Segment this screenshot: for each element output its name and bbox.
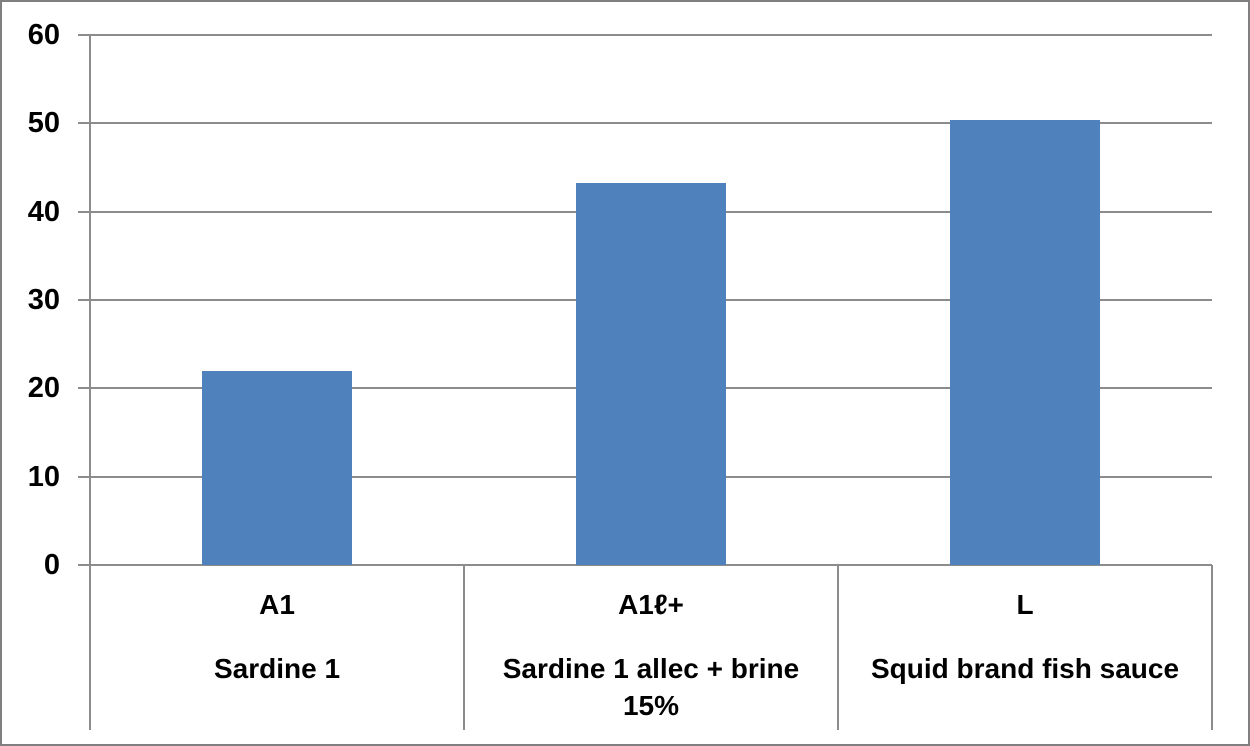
y-axis-tick-label: 0 [43, 549, 60, 581]
y-axis-tick [78, 475, 90, 478]
category-code-label: A1ℓ+ [618, 589, 684, 620]
y-axis-tick [78, 34, 90, 36]
category-name-label: Sardine 1 allec + brine 15% [502, 653, 800, 721]
category-name-label: Squid brand fish sauce [870, 653, 1180, 684]
y-axis-line [89, 35, 91, 730]
y-axis-tick [78, 210, 90, 213]
bar-A1 [202, 370, 352, 565]
category-divider [463, 565, 465, 730]
bar-A1ℓ+ [576, 182, 726, 565]
y-axis-tick [78, 122, 90, 125]
gridline [90, 34, 1212, 36]
y-axis-tick-label: 40 [27, 195, 60, 228]
y-axis-tick-label: 30 [27, 284, 60, 316]
bar-L [950, 119, 1100, 565]
gridline [90, 122, 1212, 125]
y-axis-tick [78, 387, 90, 390]
x-axis-line [90, 564, 1212, 566]
category-name-label: Sardine 1 [213, 653, 341, 684]
y-axis-tick-label: 10 [27, 460, 60, 493]
y-axis-tick [78, 564, 90, 566]
category-divider [1211, 565, 1213, 730]
y-axis-tick-label: 60 [27, 19, 60, 51]
y-axis-tick-label: 50 [27, 107, 60, 140]
category-divider [837, 565, 839, 730]
category-code-label: A1 [259, 589, 295, 620]
category-code-label: L [1016, 589, 1034, 620]
y-axis-tick [78, 299, 90, 301]
y-axis-tick-label: 20 [27, 372, 60, 405]
